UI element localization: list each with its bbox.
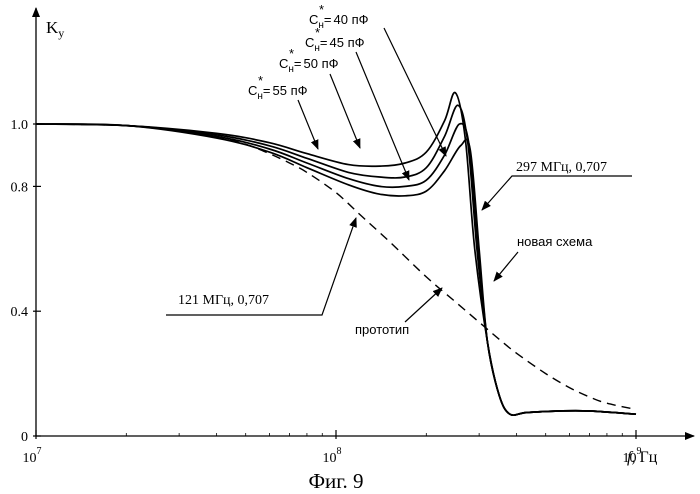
cap-label-45: Cн=45 пФ * xyxy=(305,25,365,54)
cap-label-45-eq: = xyxy=(320,35,328,50)
cap-label-50: Cн=50 пФ * xyxy=(279,46,339,75)
x-tick-label-base-1: 10 xyxy=(323,451,337,466)
leader-line-50 xyxy=(330,74,360,148)
y-axis-label-main: K xyxy=(46,18,59,37)
cap-label-55-value: 55 пФ xyxy=(273,83,308,98)
cap-label-45-star: * xyxy=(315,25,320,40)
new-scheme-label: новая схема xyxy=(517,234,593,249)
x-tick-label-1: 108 xyxy=(323,446,342,466)
leader-line-55 xyxy=(298,100,318,149)
point-121-label: 121 МГц, 0,707 xyxy=(178,293,269,308)
cap-label-50-prefix: C xyxy=(279,56,288,71)
prototype-annotation: прототип xyxy=(355,288,442,337)
cap-label-45-value: 45 пФ xyxy=(330,35,365,50)
x-tick-label-exp-0: 7 xyxy=(37,446,42,457)
y-tick-label-0: 0 xyxy=(21,430,28,445)
y-tick-label-1: 0.4 xyxy=(11,305,29,320)
point-297-leader xyxy=(482,176,632,210)
cap-label-55-text: Cн=55 пФ xyxy=(248,83,308,102)
leader-line-40 xyxy=(384,28,446,156)
point-297-annotation: 297 МГц, 0,707 xyxy=(482,160,632,210)
cap-label-55-star: * xyxy=(258,73,263,88)
new-scheme-annotation: новая схема xyxy=(494,234,593,281)
leader-line-45 xyxy=(356,52,409,180)
y-axis-label-sub: у xyxy=(58,26,64,40)
prototype-label: прототип xyxy=(355,322,409,337)
cap-label-40-star: * xyxy=(319,2,324,17)
point-297-label: 297 МГц, 0,707 xyxy=(516,160,607,175)
y-tick-label-2: 0.8 xyxy=(11,180,29,195)
figure-caption: Фиг. 9 xyxy=(308,469,363,493)
x-tick-label-base-0: 10 xyxy=(23,451,37,466)
cap-label-55-prefix: C xyxy=(248,83,257,98)
x-axis-label: f, Гц xyxy=(627,449,658,466)
x-tick-label-exp-1: 8 xyxy=(337,446,342,457)
cap-label-50-eq: = xyxy=(294,56,302,71)
cap-label-40-value: 40 пФ xyxy=(334,12,369,27)
cap-label-50-value: 50 пФ xyxy=(304,56,339,71)
x-tick-label-0: 107 xyxy=(23,446,42,466)
cap-label-45-text: Cн=45 пФ xyxy=(305,35,365,54)
cap-label-50-text: Cн=50 пФ xyxy=(279,56,339,75)
cap-label-50-star: * xyxy=(289,46,294,61)
new-scheme-leader xyxy=(494,252,518,281)
series-layer xyxy=(36,92,636,415)
prototype-leader xyxy=(405,288,442,322)
y-axis-label: Kу xyxy=(46,18,64,40)
point-121-annotation: 121 МГц, 0,707 xyxy=(166,218,356,315)
cap-label-55-eq: = xyxy=(263,83,271,98)
series-line-0 xyxy=(36,92,636,415)
cap-label-55: Cн=55 пФ * xyxy=(248,73,308,102)
cap-label-45-prefix: C xyxy=(305,35,314,50)
cap-label-40-eq: = xyxy=(324,12,332,27)
series-line-1 xyxy=(36,105,636,415)
x-axis-label-unit: , Гц xyxy=(631,449,657,466)
y-tick-label-3: 1.0 xyxy=(11,118,29,133)
